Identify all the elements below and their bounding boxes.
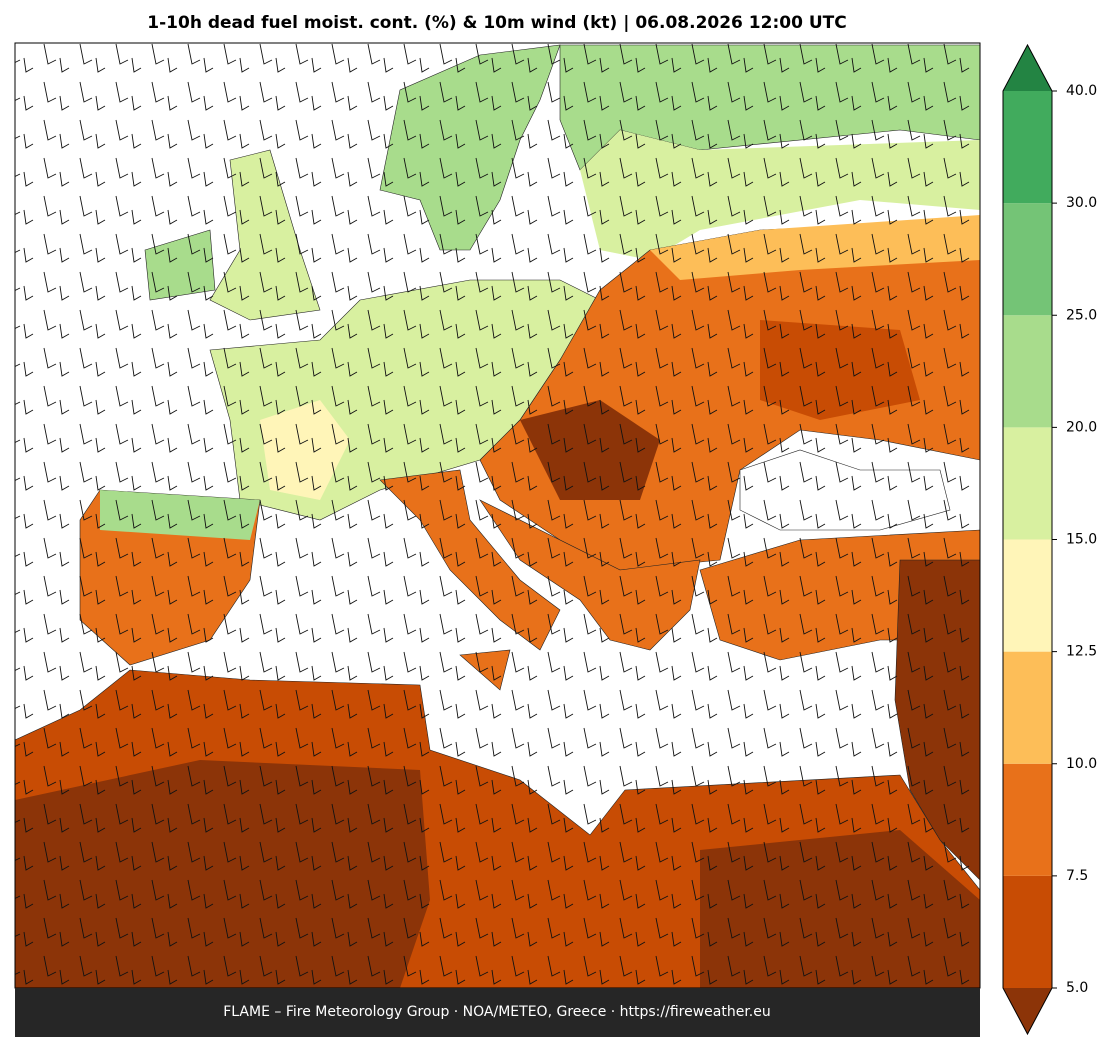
map-title: 1-10h dead fuel moist. cont. (%) & 10m w… xyxy=(147,13,846,33)
colorbar-segment xyxy=(1003,875,1052,988)
colorbar-segment xyxy=(1003,763,1052,876)
colorbar-segment xyxy=(1003,427,1052,540)
wind-barbs xyxy=(15,43,980,988)
colorbar-tick-label: 40.0 xyxy=(1066,83,1097,99)
colorbar-tick-label: 5.0 xyxy=(1066,980,1088,996)
colorbar-segment xyxy=(1003,91,1052,204)
colorbar-segment xyxy=(1003,315,1052,428)
colorbar-segment xyxy=(1003,539,1052,652)
colorbar-extend-over xyxy=(1003,45,1052,91)
map xyxy=(15,43,980,988)
colorbar-segment xyxy=(1003,203,1052,316)
colorbar-tick-label: 30.0 xyxy=(1066,195,1097,211)
colorbar-tick-label: 25.0 xyxy=(1066,307,1097,323)
colorbar-tick-label: 15.0 xyxy=(1066,532,1097,548)
colorbar-tick-label: 12.5 xyxy=(1066,644,1097,660)
colorbar-extend-under xyxy=(1003,988,1052,1034)
colorbar-tick-label: 20.0 xyxy=(1066,419,1097,435)
footer-text: FLAME – Fire Meteorology Group · NOA/MET… xyxy=(223,1004,771,1020)
colorbar-tick-label: 10.0 xyxy=(1066,756,1097,772)
footer-bar xyxy=(15,988,980,1037)
colorbar-tick-label: 7.5 xyxy=(1066,868,1088,884)
colorbar-segment xyxy=(1003,651,1052,764)
colorbar: 5.0 7.5 10.0 12.5 15.0 20.0 25.0 30.0 40.0 xyxy=(1002,43,1097,1036)
